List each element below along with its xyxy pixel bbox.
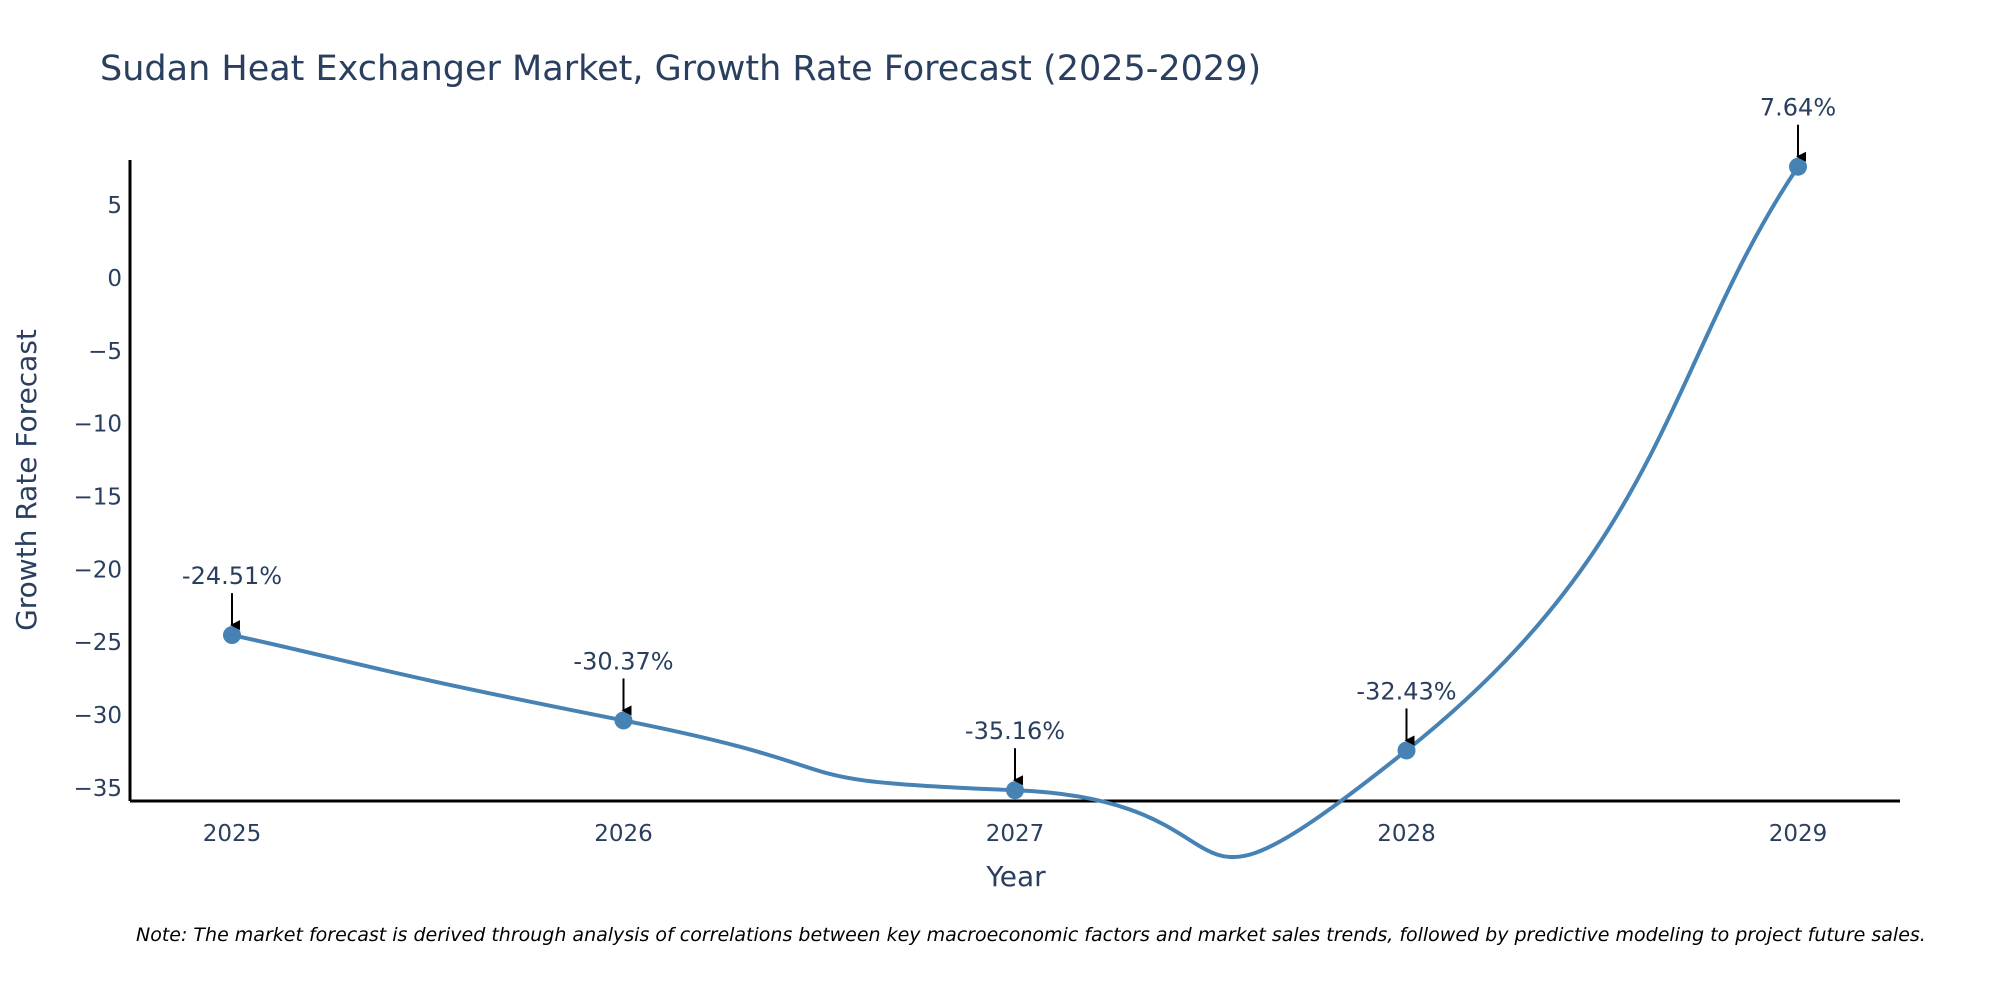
y-tick-label: −30 xyxy=(73,703,122,729)
y-tick-label: −5 xyxy=(88,339,122,365)
data-label-2029: 7.64% xyxy=(1760,94,1836,122)
data-point-2029 xyxy=(1789,157,1807,176)
y-tick-label: 5 xyxy=(107,193,122,219)
x-tick-label: 2028 xyxy=(1377,821,1436,847)
x-axis-ticks: 2025 2026 2027 2028 2029 xyxy=(203,821,1828,847)
data-point-2026 xyxy=(614,711,633,730)
x-tick-label: 2029 xyxy=(1769,821,1828,847)
y-tick-label: −25 xyxy=(73,630,122,656)
x-axis-title: Year xyxy=(985,860,1046,893)
y-tick-label: 0 xyxy=(107,266,122,292)
data-label-2025: -24.51% xyxy=(182,562,282,590)
data-labels: -24.51% -30.37% -35.16% -32.43% 7.64% xyxy=(182,94,1836,786)
y-axis-ticks: 5 0 −5 −10 −15 −20 −25 −30 −35 xyxy=(73,193,122,802)
data-label-2027: -35.16% xyxy=(965,717,1065,745)
data-point-2027 xyxy=(1006,781,1024,800)
data-label-2026: -30.37% xyxy=(573,647,673,675)
y-tick-label: −15 xyxy=(73,485,122,511)
y-axis-title: Growth Rate Forecast xyxy=(10,329,43,631)
x-tick-label: 2025 xyxy=(203,821,262,847)
x-tick-label: 2026 xyxy=(594,821,653,847)
data-points xyxy=(223,157,1807,800)
y-tick-label: −20 xyxy=(73,557,122,583)
data-label-2028: -32.43% xyxy=(1356,677,1456,705)
footnote: Note: The market forecast is derived thr… xyxy=(136,924,1926,946)
x-tick-label: 2027 xyxy=(986,821,1045,847)
y-tick-label: −10 xyxy=(73,412,122,438)
chart-title: Sudan Heat Exchanger Market, Growth Rate… xyxy=(100,49,1261,89)
data-point-2025 xyxy=(223,626,241,645)
data-point-2028 xyxy=(1397,741,1416,760)
y-tick-label: −35 xyxy=(73,776,122,802)
series-line xyxy=(231,165,1800,860)
